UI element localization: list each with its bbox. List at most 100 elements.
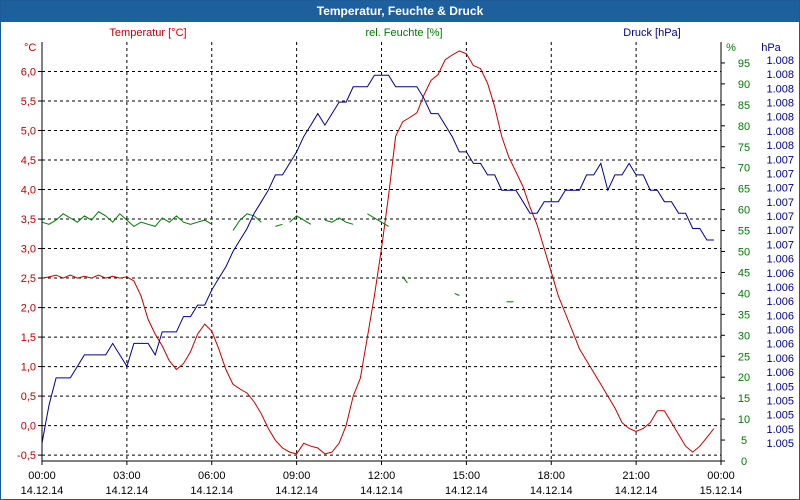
pressure-tick-label: 1.006 (766, 339, 794, 351)
humidity-axis-title: rel. Feuchte [%] (365, 27, 442, 39)
pressure-tick-label: 1.006 (766, 325, 794, 337)
humidity-tick-label: 5 (741, 435, 747, 447)
temperature-line (41, 50, 715, 455)
humidity-line-segment (324, 217, 354, 225)
pressure-tick-label: 1.007 (766, 225, 794, 237)
temperature-tick-label: 3,0 (21, 244, 36, 256)
humidity-unit: % (726, 42, 736, 54)
humidity-tick-label: 15 (738, 393, 750, 405)
pressure-tick-label: 1.008 (766, 98, 794, 110)
x-tick-label-date: 14.12.14 (360, 485, 403, 497)
temperature-tick-label: -0,5 (17, 450, 36, 462)
pressure-tick-label: 1.007 (766, 183, 794, 195)
pressure-tick-label: 1.008 (766, 55, 794, 67)
humidity-tick-label: 85 (738, 100, 750, 112)
temperature-tick-label: 4,5 (21, 155, 36, 167)
pressure-tick-label: 1.005 (766, 438, 794, 450)
pressure-tick-label: 1.007 (766, 211, 794, 223)
temperature-tick-label: 2,0 (21, 303, 36, 315)
humidity-tick-label: 30 (738, 330, 750, 342)
x-tick-label-date: 14.12.14 (445, 485, 488, 497)
pressure-tick-label: 1.006 (766, 353, 794, 365)
humidity-line-segment (275, 223, 283, 227)
humidity-tick-label: 75 (738, 142, 750, 154)
x-tick-label-date: 14.12.14 (615, 485, 658, 497)
x-tick-label-time: 21:00 (622, 470, 650, 482)
temperature-unit: °C (24, 42, 36, 54)
x-tick-label-time: 00:00 (707, 470, 735, 482)
pressure-tick-label: 1.007 (766, 154, 794, 166)
pressure-tick-label: 1.008 (766, 112, 794, 124)
x-tick-label-time: 18:00 (537, 470, 565, 482)
humidity-tick-label: 55 (738, 226, 750, 238)
pressure-tick-label: 1.005 (766, 410, 794, 422)
pressure-tick-label: 1.006 (766, 268, 794, 280)
pressure-axis-title: Druck [hPa] (623, 27, 680, 39)
humidity-tick-label: 70 (738, 163, 750, 175)
x-tick-label-time: 12:00 (368, 470, 396, 482)
temperature-tick-label: 1,0 (21, 362, 36, 374)
humidity-tick-label: 60 (738, 205, 750, 217)
pressure-tick-label: 1.007 (766, 168, 794, 180)
humidity-line-segment (367, 213, 389, 227)
humidity-tick-label: 10 (738, 414, 750, 426)
pressure-tick-label: 1.005 (766, 395, 794, 407)
temperature-tick-label: 3,5 (21, 214, 36, 226)
temperature-tick-label: 0,5 (21, 391, 36, 403)
x-tick-label-date: 14.12.14 (21, 485, 64, 497)
series-layer (41, 50, 715, 455)
pressure-tick-label: 1.008 (766, 140, 794, 152)
humidity-tick-label: 65 (738, 184, 750, 196)
x-tick-label-time: 06:00 (198, 470, 226, 482)
humidity-line-segment (41, 211, 213, 228)
humidity-tick-label: 90 (738, 79, 750, 91)
pressure-tick-label: 1.006 (766, 367, 794, 379)
humidity-tick-label: 80 (738, 121, 750, 133)
pressure-tick-label: 1.008 (766, 83, 794, 95)
humidity-line-segment (289, 215, 312, 225)
pressure-tick-label: 1.005 (766, 424, 794, 436)
pressure-line (41, 74, 714, 444)
pressure-tick-label: 1.005 (766, 381, 794, 393)
temperature-tick-label: 2,5 (21, 273, 36, 285)
humidity-tick-label: 95 (738, 58, 750, 70)
pressure-tick-label: 1.007 (766, 239, 794, 251)
x-tick-label-time: 00:00 (28, 470, 56, 482)
pressure-unit: hPa (761, 42, 781, 54)
temperature-tick-label: 5,5 (21, 96, 36, 108)
humidity-tick-label: 40 (738, 288, 750, 300)
x-tick-label-date: 14.12.14 (275, 485, 318, 497)
temperature-axis-title: Temperatur [°C] (109, 27, 186, 39)
humidity-tick-label: 0 (741, 456, 747, 468)
pressure-tick-label: 1.006 (766, 310, 794, 322)
temperature-tick-label: 0,0 (21, 421, 36, 433)
x-tick-label-date: 14.12.14 (105, 485, 148, 497)
x-tick-label-time: 03:00 (113, 470, 141, 482)
x-tick-label-time: 15:00 (453, 470, 481, 482)
chart-title: Temperatur, Feuchte & Druck (1, 1, 799, 22)
labels-layer: 00:00 14.12.14 03:00 14.12.14 06:00 14.12.14 0… (17, 27, 794, 497)
temperature-tick-label: 4,0 (21, 185, 36, 197)
x-tick-label-time: 09:00 (283, 470, 311, 482)
pressure-tick-label: 1.007 (766, 197, 794, 209)
pressure-tick-label: 1.008 (766, 69, 794, 81)
temperature-tick-label: 6,0 (21, 67, 36, 79)
pressure-tick-label: 1.006 (766, 254, 794, 266)
x-tick-label-date: 14.12.14 (530, 485, 573, 497)
pressure-tick-label: 1.006 (766, 296, 794, 308)
humidity-tick-label: 45 (738, 267, 750, 279)
pressure-tick-label: 1.006 (766, 282, 794, 294)
axes-layer (38, 42, 725, 465)
temperature-tick-label: 1,5 (21, 332, 36, 344)
humidity-line-segment (232, 213, 262, 231)
humidity-tick-label: 20 (738, 372, 750, 384)
humidity-line-segment (402, 276, 408, 284)
humidity-tick-label: 25 (738, 351, 750, 363)
pressure-tick-label: 1.008 (766, 126, 794, 138)
x-tick-label-date: 14.12.14 (190, 485, 233, 497)
humidity-tick-label: 50 (738, 247, 750, 259)
humidity-tick-label: 35 (738, 309, 750, 321)
temperature-tick-label: 5,0 (21, 126, 36, 138)
